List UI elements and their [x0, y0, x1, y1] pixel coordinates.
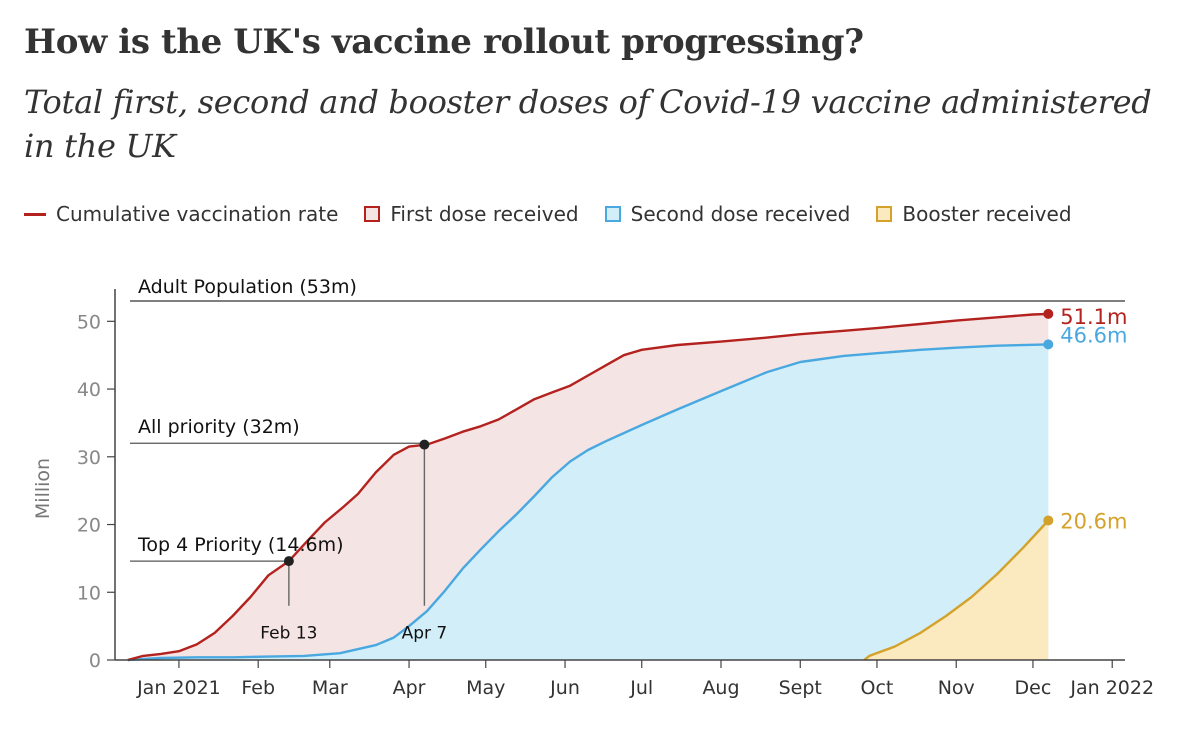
x-tick-label: Oct	[861, 677, 894, 699]
marker-dot	[419, 439, 430, 450]
marker-date-label: Feb 13	[260, 623, 317, 643]
legend-item-second-dose: Second dose received	[604, 202, 851, 226]
x-tick-label: Feb	[241, 677, 275, 699]
legend-item-first-dose: First dose received	[364, 202, 579, 226]
x-tick-label: Mar	[312, 677, 348, 699]
y-tick-label: 10	[77, 582, 101, 604]
end-label-booster: 20.6m	[1060, 509, 1127, 533]
legend-label-cumulative: Cumulative vaccination rate	[56, 202, 339, 226]
reference-label-top-4-priority: Top 4 Priority (14.6m)	[137, 534, 344, 556]
y-axis-title: Million	[32, 458, 54, 519]
x-tick-label: Jul	[629, 677, 653, 699]
series-line-second	[127, 343, 1049, 662]
x-tick-label: Nov	[938, 677, 975, 699]
y-tick-label: 50	[77, 311, 101, 333]
legend-swatch-booster-icon	[876, 206, 893, 222]
legend: Cumulative vaccination rate First dose r…	[24, 202, 1098, 226]
axes	[107, 289, 1125, 668]
reference-label-adult-population: Adult Population (53m)	[138, 276, 357, 298]
x-tick-label: May	[466, 677, 505, 699]
end-label-first: 51.1m	[1060, 305, 1127, 329]
legend-swatch-first-dose-icon	[364, 206, 381, 222]
marker-date-label: Apr 7	[402, 623, 448, 643]
area-fill-second	[127, 344, 1049, 660]
legend-item-cumulative: Cumulative vaccination rate	[24, 202, 338, 226]
series-line-first	[127, 312, 1049, 662]
y-tick-label: 30	[77, 447, 101, 469]
area-fills	[127, 313, 1049, 660]
end-dot-booster	[1043, 515, 1054, 526]
series-line-booster	[863, 519, 1050, 661]
y-tick-label: 40	[77, 379, 101, 401]
chart-title: How is the UK's vaccine rollout progress…	[24, 22, 864, 62]
markers	[283, 308, 1054, 606]
y-tick-label: 20	[77, 515, 101, 537]
legend-line-icon	[24, 212, 46, 216]
end-label-second: 46.6m	[1060, 323, 1127, 347]
x-tick-label: Aug	[702, 677, 739, 699]
legend-label-second-dose: Second dose received	[630, 202, 851, 226]
end-dot-second	[1043, 339, 1054, 350]
x-tick-label: Dec	[1015, 677, 1052, 699]
end-dot-first	[1043, 308, 1054, 319]
marker-dot	[283, 556, 294, 567]
legend-label-first-dose: First dose received	[390, 202, 579, 226]
chart-subtitle: Total first, second and booster doses of…	[24, 83, 1152, 165]
y-tick-label: 0	[89, 650, 101, 672]
labels: Adult Population (53m) All priority (32m)…	[32, 276, 1154, 699]
legend-label-booster: Booster received	[902, 202, 1072, 226]
area-fill-booster	[864, 520, 1049, 660]
x-tick-label: Apr	[393, 677, 426, 699]
x-tick-label: Sept	[779, 677, 822, 699]
x-tick-label: Jun	[549, 677, 580, 699]
legend-swatch-second-dose-icon	[604, 206, 621, 222]
x-tick-label: Jan 2022	[1069, 677, 1154, 699]
reference-lines	[130, 300, 1125, 562]
x-tick-label: Jan 2021	[136, 677, 221, 699]
legend-item-booster: Booster received	[876, 202, 1072, 226]
series-lines	[127, 312, 1050, 662]
reference-label-all-priority: All priority (32m)	[138, 416, 300, 438]
